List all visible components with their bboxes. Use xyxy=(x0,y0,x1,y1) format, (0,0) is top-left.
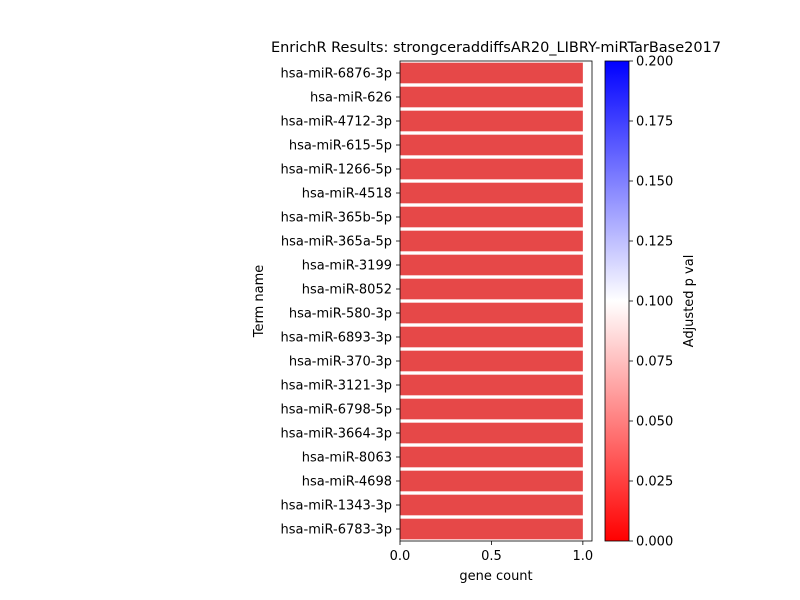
bar xyxy=(400,206,583,228)
y-tick-labels: hsa-miR-6876-3p hsa-miR-626 hsa-miR-4712-3… xyxy=(281,67,400,538)
y-tick-label: hsa-miR-580-3p xyxy=(289,307,392,322)
x-tick-label: 0.5 xyxy=(481,549,502,564)
y-tick-label: hsa-miR-4698 xyxy=(302,475,392,490)
y-tick-label: hsa-miR-1343-3p xyxy=(281,499,392,514)
y-tick-label: hsa-miR-3664-3p xyxy=(281,427,392,442)
y-tick-label: hsa-miR-365b-5p xyxy=(281,211,392,226)
bar xyxy=(400,518,583,540)
x-axis: 0.0 0.5 1.0 xyxy=(390,541,594,564)
y-tick-label: hsa-miR-1266-5p xyxy=(281,163,392,178)
bar xyxy=(400,182,583,204)
bar xyxy=(400,326,583,348)
colorbar-tick-label: 0.050 xyxy=(636,415,673,430)
bars-layer xyxy=(400,62,583,540)
colorbar-tick-label: 0.125 xyxy=(636,235,673,250)
y-tick-label: hsa-miR-3199 xyxy=(302,259,392,274)
bar xyxy=(400,398,583,420)
colorbar-ticks: 0.000 0.025 0.050 0.075 0.100 0.125 0.150 0.175… xyxy=(629,55,673,550)
y-tick-label: hsa-miR-6893-3p xyxy=(281,331,392,346)
y-tick-label: hsa-miR-3121-3p xyxy=(281,379,392,394)
bar xyxy=(400,62,583,84)
y-tick-label: hsa-miR-370-3p xyxy=(289,355,392,370)
bar xyxy=(400,278,583,300)
colorbar-tick-label: 0.175 xyxy=(636,115,673,130)
bar xyxy=(400,158,583,180)
bar xyxy=(400,302,583,324)
y-tick-label: hsa-miR-8052 xyxy=(302,283,392,298)
bar xyxy=(400,254,583,276)
y-tick-label: hsa-miR-626 xyxy=(310,91,392,106)
y-tick-label: hsa-miR-365a-5p xyxy=(281,235,392,250)
bar xyxy=(400,86,583,108)
y-tick-label: hsa-miR-6876-3p xyxy=(281,67,392,82)
colorbar-tick-label: 0.025 xyxy=(636,475,673,490)
chart-title: EnrichR Results: strongceraddiffsAR20_LI… xyxy=(271,40,721,56)
y-tick-label: hsa-miR-4712-3p xyxy=(281,115,392,130)
colorbar-tick-label: 0.200 xyxy=(636,55,673,70)
bar xyxy=(400,446,583,468)
y-tick-label: hsa-miR-615-5p xyxy=(289,139,392,154)
y-tick-label: hsa-miR-6798-5p xyxy=(281,403,392,418)
bar xyxy=(400,110,583,132)
y-tick-label: hsa-miR-6783-3p xyxy=(281,523,392,538)
y-tick-label: hsa-miR-4518 xyxy=(302,187,392,202)
y-tick-label: hsa-miR-8063 xyxy=(302,451,392,466)
bar xyxy=(400,374,583,396)
bar xyxy=(400,470,583,492)
colorbar-tick-label: 0.150 xyxy=(636,175,673,190)
bar xyxy=(400,350,583,372)
colorbar-label: Adjusted p val xyxy=(682,255,697,348)
bar xyxy=(400,494,583,516)
colorbar-tick-label: 0.100 xyxy=(636,295,673,310)
x-tick-label: 0.0 xyxy=(390,549,411,564)
colorbar-tick-label: 0.075 xyxy=(636,355,673,370)
y-axis-label: Term name xyxy=(252,265,267,339)
x-axis-label: gene count xyxy=(459,569,532,584)
colorbar-tick-label: 0.000 xyxy=(636,535,673,550)
bar xyxy=(400,134,583,156)
plot-frame xyxy=(399,60,593,542)
x-tick-label: 1.0 xyxy=(573,549,594,564)
bar xyxy=(400,230,583,252)
colorbar xyxy=(604,60,630,542)
bar xyxy=(400,422,583,444)
